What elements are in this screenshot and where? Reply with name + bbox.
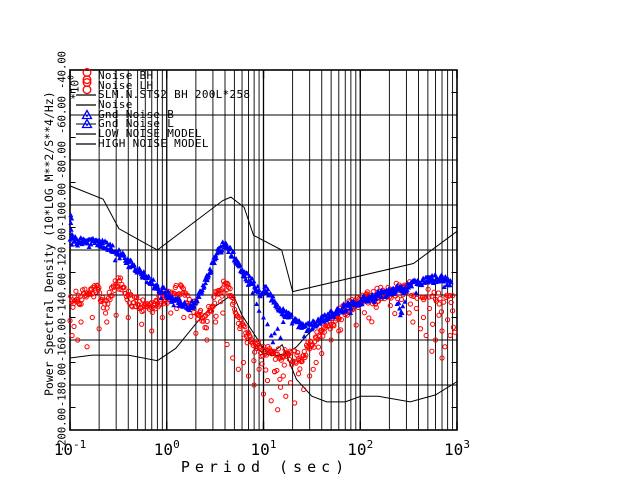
circle-pair-marker-icon xyxy=(82,67,92,84)
x-tick-label: 100 xyxy=(154,438,180,459)
legend-item: Noise BH xyxy=(74,67,250,84)
y-tick-label: -200.00 xyxy=(57,408,69,452)
y-tick-label: -140.00 xyxy=(57,273,69,317)
y-tick-label: -40.00 xyxy=(57,51,69,89)
legend-item-label: Noise xyxy=(98,98,133,112)
legend-item: LOW NOISE MODEL xyxy=(74,127,250,141)
x-tick-label: 101 xyxy=(251,438,277,459)
legend-item-label: LOW NOISE MODEL xyxy=(98,127,202,141)
legend-item-label: SLM.N.STS2 BH 200L*258 xyxy=(98,88,251,102)
line-marker-icon xyxy=(76,104,96,106)
y-tick-label: -100.00 xyxy=(57,183,69,227)
circle-pair-marker-icon xyxy=(82,77,92,94)
legend-item: Noise xyxy=(74,98,250,112)
legend-item-label: Noise BH xyxy=(98,69,154,82)
legend-item: Gnd Noise L xyxy=(74,117,250,131)
y-scale-label: *100 xyxy=(66,74,82,100)
legend-item: Noise LH xyxy=(74,77,250,94)
y-tick-label: -80.00 xyxy=(57,141,69,179)
legend-item: SLM.N.STS2 BH 200L*258 xyxy=(74,90,250,100)
x-tick-label: 102 xyxy=(347,438,373,459)
line-marker-icon xyxy=(76,143,96,145)
triangle-marker-icon xyxy=(76,118,96,129)
y-tick-label: -120.00 xyxy=(57,228,69,272)
legend-item-label: Noise LH xyxy=(98,78,154,92)
legend-item: HIGH NOISE MODEL xyxy=(74,136,250,150)
y-tick-label: -60.00 xyxy=(57,96,69,134)
legend-item-label: HIGH NOISE MODEL xyxy=(98,136,209,150)
y-axis-label: Power Spectral Density (10*LOG M**2/S**4… xyxy=(42,91,56,396)
line-marker-icon xyxy=(76,133,96,135)
line-marker-icon xyxy=(76,94,96,96)
x-axis-label: Period (sec) xyxy=(180,458,350,476)
legend-item-label: Gnd Noise L xyxy=(98,117,175,131)
y-tick-label: -160.00 xyxy=(57,318,69,362)
x-tick-label: 10-1 xyxy=(54,438,87,459)
x-tick-label: 103 xyxy=(444,438,470,459)
triangle-marker-icon xyxy=(76,108,96,119)
y-tick-label: -180.00 xyxy=(57,363,69,407)
legend: Noise BH Noise LH SLM.N.STS2 BH 200L*258… xyxy=(74,67,250,150)
legend-item: Gnd Noise B xyxy=(74,107,250,121)
legend-item-label: Gnd Noise B xyxy=(98,107,175,121)
